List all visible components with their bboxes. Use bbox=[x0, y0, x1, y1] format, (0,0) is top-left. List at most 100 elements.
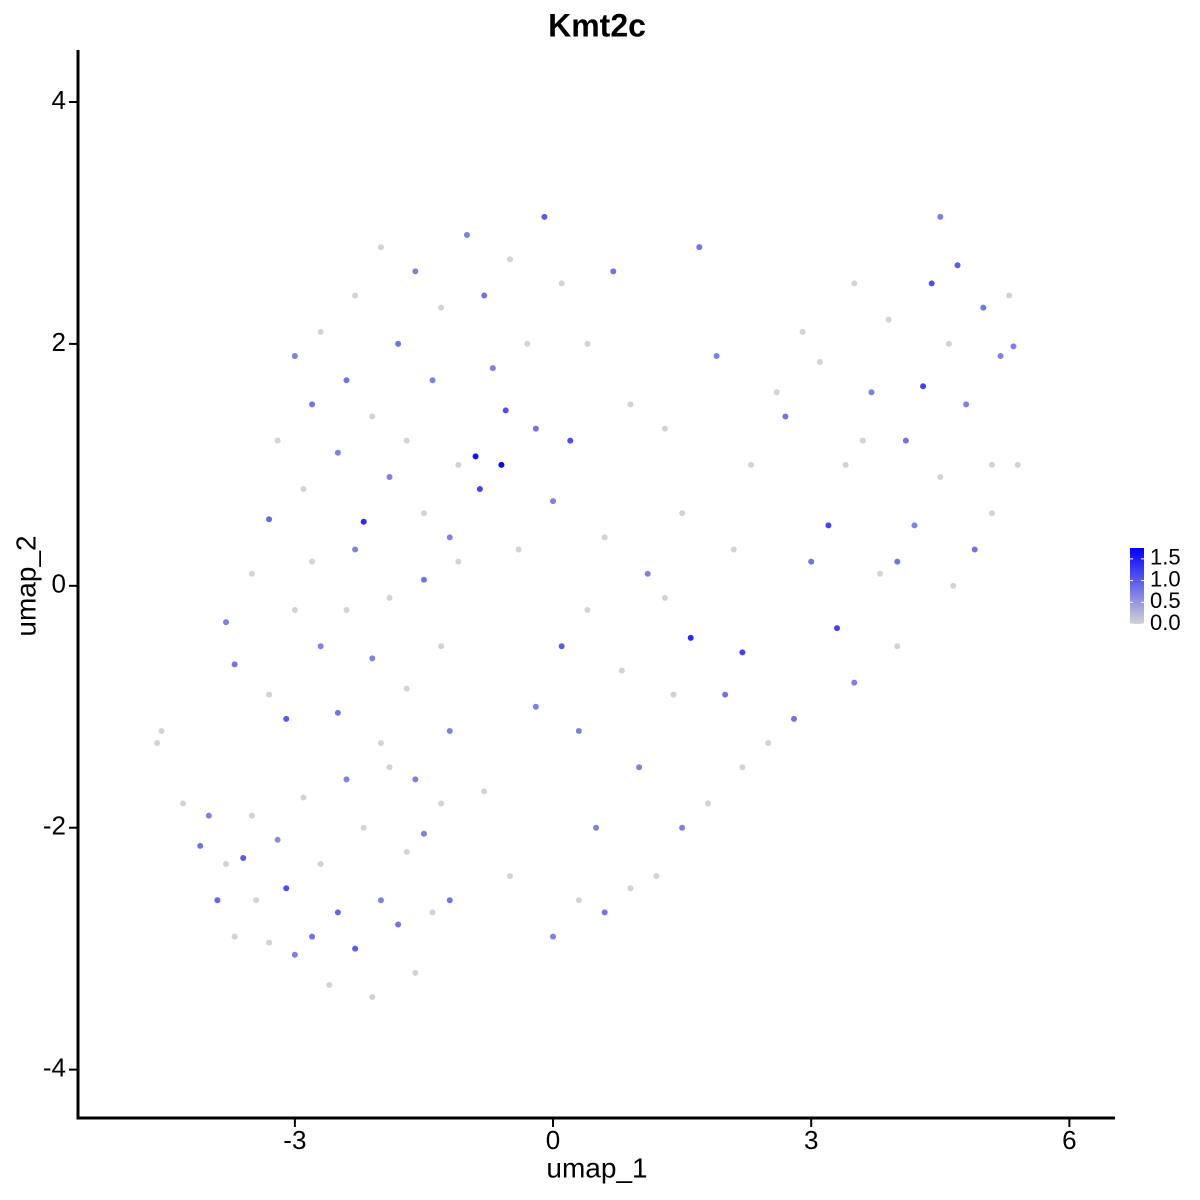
point bbox=[360, 824, 367, 831]
point bbox=[489, 365, 496, 372]
point bbox=[945, 340, 952, 347]
point bbox=[403, 685, 410, 692]
point bbox=[601, 534, 608, 541]
point bbox=[386, 764, 393, 771]
point bbox=[937, 473, 944, 480]
point bbox=[386, 473, 393, 480]
y-tick-label: 2 bbox=[52, 327, 66, 357]
y-tick-label: -2 bbox=[43, 811, 66, 841]
y-axis-label: umap_2 bbox=[10, 535, 41, 636]
x-axis-label: umap_1 bbox=[546, 1152, 647, 1183]
point bbox=[283, 715, 290, 722]
point bbox=[937, 213, 944, 220]
point bbox=[158, 727, 165, 734]
point bbox=[253, 897, 260, 904]
point bbox=[352, 292, 359, 299]
point bbox=[713, 353, 720, 360]
point bbox=[498, 461, 505, 468]
point bbox=[885, 316, 892, 323]
point bbox=[894, 643, 901, 650]
point bbox=[988, 510, 995, 517]
point bbox=[223, 619, 230, 626]
point bbox=[550, 933, 557, 940]
point bbox=[438, 304, 445, 311]
colorbar-label: 1.5 bbox=[1150, 545, 1181, 570]
point bbox=[670, 691, 677, 698]
point bbox=[825, 522, 832, 529]
point bbox=[248, 812, 255, 819]
point bbox=[317, 328, 324, 335]
point bbox=[343, 377, 350, 384]
point bbox=[902, 437, 909, 444]
point bbox=[463, 232, 470, 239]
point bbox=[420, 510, 427, 517]
point bbox=[799, 328, 806, 335]
point bbox=[179, 800, 186, 807]
point bbox=[593, 824, 600, 831]
point bbox=[472, 453, 479, 460]
point bbox=[610, 268, 617, 275]
point bbox=[950, 582, 957, 589]
point bbox=[877, 570, 884, 577]
point bbox=[730, 546, 737, 553]
point bbox=[1014, 461, 1021, 468]
x-tick-label: 6 bbox=[1062, 1125, 1076, 1155]
point bbox=[782, 413, 789, 420]
point bbox=[627, 885, 634, 892]
point bbox=[283, 885, 290, 892]
point bbox=[300, 794, 307, 801]
point bbox=[231, 933, 238, 940]
colorbar-label: 0.0 bbox=[1150, 610, 1181, 635]
point bbox=[747, 461, 754, 468]
point bbox=[851, 280, 858, 287]
point bbox=[842, 461, 849, 468]
point bbox=[291, 951, 298, 958]
point bbox=[248, 570, 255, 577]
point bbox=[1006, 292, 1013, 299]
point bbox=[481, 292, 488, 299]
point bbox=[412, 268, 419, 275]
point bbox=[636, 764, 643, 771]
point bbox=[704, 800, 711, 807]
point bbox=[266, 691, 273, 698]
point bbox=[386, 594, 393, 601]
point bbox=[971, 546, 978, 553]
x-tick-label: 3 bbox=[804, 1125, 818, 1155]
chart-title: Kmt2c bbox=[548, 7, 646, 43]
point bbox=[377, 897, 384, 904]
point bbox=[369, 413, 376, 420]
point bbox=[980, 304, 987, 311]
point bbox=[343, 776, 350, 783]
point bbox=[911, 522, 918, 529]
point bbox=[627, 401, 634, 408]
point bbox=[550, 498, 557, 505]
point bbox=[446, 534, 453, 541]
point bbox=[377, 740, 384, 747]
point bbox=[532, 425, 539, 432]
point bbox=[214, 897, 221, 904]
point bbox=[532, 703, 539, 710]
point bbox=[274, 836, 281, 843]
point bbox=[963, 401, 970, 408]
x-tick-label: -3 bbox=[283, 1125, 306, 1155]
point bbox=[334, 709, 341, 716]
point bbox=[679, 824, 686, 831]
point bbox=[808, 558, 815, 565]
point bbox=[739, 764, 746, 771]
point bbox=[851, 679, 858, 686]
point bbox=[360, 518, 367, 525]
colorbar-label: 1.0 bbox=[1150, 566, 1181, 591]
point bbox=[266, 516, 273, 523]
point bbox=[773, 389, 780, 396]
point bbox=[816, 359, 823, 366]
point bbox=[997, 353, 1004, 360]
point bbox=[584, 340, 591, 347]
point bbox=[476, 486, 483, 493]
point bbox=[455, 461, 462, 468]
point bbox=[868, 389, 875, 396]
point bbox=[205, 812, 212, 819]
point bbox=[334, 909, 341, 916]
point bbox=[558, 643, 565, 650]
point bbox=[429, 377, 436, 384]
point bbox=[197, 842, 204, 849]
